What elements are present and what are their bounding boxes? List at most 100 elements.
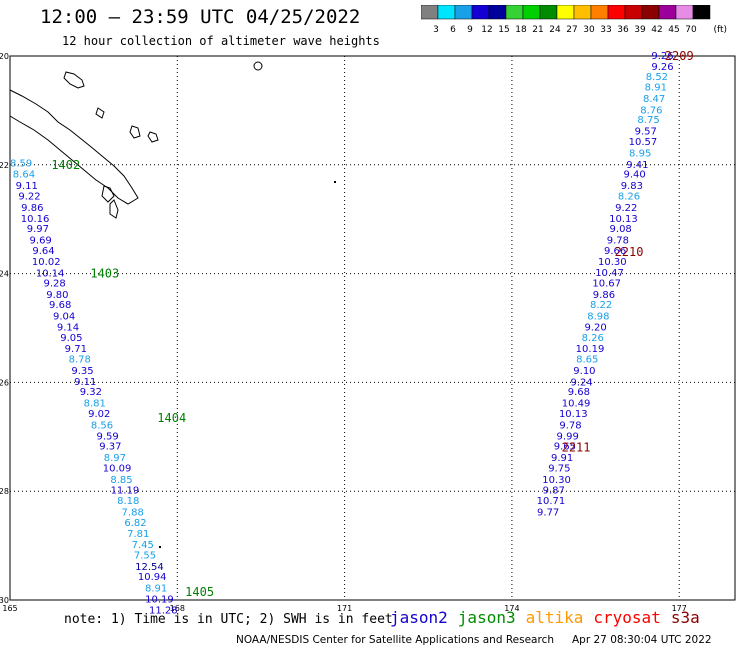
wave-height-value: 9.71 bbox=[65, 344, 87, 355]
latitude-label: -24 bbox=[0, 270, 9, 279]
footer-note: note: 1) Time is in UTC; 2) SWH is in fe… bbox=[64, 612, 393, 627]
wave-height-value: 9.91 bbox=[551, 453, 573, 464]
wave-height-value: 10.19 bbox=[145, 594, 174, 605]
wave-height-value: 10.09 bbox=[103, 463, 132, 474]
wave-height-value: 9.10 bbox=[573, 366, 595, 377]
satellite-legend: jason2 jason3 altika cryosat s3a bbox=[390, 608, 710, 627]
pass-time-label: 1405 bbox=[185, 585, 214, 599]
wave-height-value: 9.78 bbox=[607, 235, 629, 246]
wave-height-value: 9.05 bbox=[60, 333, 82, 344]
wave-height-value: 6.82 bbox=[124, 518, 146, 529]
wave-height-value: 9.24 bbox=[571, 377, 593, 388]
scale-tick-label: 45 bbox=[668, 25, 679, 35]
wave-height-value: 10.16 bbox=[21, 214, 50, 225]
wave-height-value: 8.59 bbox=[10, 159, 32, 170]
coastline bbox=[63, 71, 85, 89]
wave-height-value: 8.56 bbox=[91, 420, 113, 431]
scale-tick-label: 24 bbox=[549, 25, 561, 35]
wave-height-value: 10.02 bbox=[32, 257, 61, 268]
wave-height-value: 8.52 bbox=[646, 72, 668, 83]
wave-height-value: 10.19 bbox=[576, 344, 605, 355]
scale-tick-label: 18 bbox=[515, 25, 527, 35]
latitude-label: -26 bbox=[0, 378, 9, 387]
scale-tick-label: 15 bbox=[498, 25, 509, 35]
wave-height-value: 10.71 bbox=[537, 496, 566, 507]
wave-height-value: 9.22 bbox=[18, 191, 40, 202]
wave-height-value: 8.26 bbox=[582, 333, 604, 344]
wave-height-value: 7.88 bbox=[122, 507, 144, 518]
pass-time-label: 1403 bbox=[90, 267, 119, 281]
scale-tick-label: 33 bbox=[600, 25, 611, 35]
wave-height-value: 9.22 bbox=[615, 203, 637, 214]
wave-height-value: 8.64 bbox=[13, 170, 35, 181]
longitude-label: 165 bbox=[2, 604, 17, 613]
wave-height-value: 9.11 bbox=[16, 181, 38, 192]
wave-height-value: 7.55 bbox=[134, 550, 156, 561]
satellite-name-jason2: jason2 bbox=[390, 608, 448, 627]
wave-height-value: 9.08 bbox=[610, 224, 632, 235]
pass-time-label: 2210 bbox=[615, 245, 644, 259]
wave-height-value: 9.14 bbox=[57, 322, 79, 333]
color-scale-legend: 3 6 9 12 15 18 21 24 27 30 33 36 39 42 45 70 (ft) bbox=[421, 5, 727, 35]
pass-time-label: 1404 bbox=[157, 411, 186, 425]
pass-time-label: 2211 bbox=[562, 441, 591, 455]
satellite-name-s3a: s3a bbox=[670, 608, 700, 627]
scale-tick-label: 42 bbox=[651, 25, 662, 35]
wave-height-value: 9.78 bbox=[559, 420, 581, 431]
wave-height-value: 9.20 bbox=[584, 322, 606, 333]
scale-tick-label: 36 bbox=[617, 25, 629, 35]
islet-marker bbox=[334, 181, 336, 183]
wave-height-value: 10.30 bbox=[542, 475, 571, 486]
wave-height-value: 11.28 bbox=[149, 605, 178, 616]
coastline bbox=[129, 125, 141, 139]
latitude-label: -28 bbox=[0, 487, 9, 496]
wave-height-value: 7.45 bbox=[132, 540, 154, 551]
longitude-label: 174 bbox=[504, 604, 519, 613]
wave-height-value: 8.26 bbox=[618, 191, 640, 202]
scale-swatch bbox=[692, 5, 711, 20]
wave-height-value: 8.18 bbox=[117, 496, 139, 507]
credit-text: NOAA/NESDIS Center for Satellite Applica… bbox=[236, 634, 554, 646]
wave-height-value: 10.30 bbox=[598, 257, 627, 268]
latitude-label: -20 bbox=[0, 52, 9, 61]
scale-tick-label: 12 bbox=[481, 25, 492, 35]
wave-height-value: 10.57 bbox=[629, 137, 658, 148]
pass-time-label: 2209 bbox=[665, 49, 694, 63]
timestamp: Apr 27 08:30:04 UTC 2022 bbox=[572, 634, 712, 646]
wave-height-value: 9.99 bbox=[557, 431, 579, 442]
wave-height-value: 9.59 bbox=[96, 431, 118, 442]
wave-height-value: 9.28 bbox=[43, 278, 65, 289]
satellite-name-cryosat: cryosat bbox=[593, 608, 661, 627]
scale-tick-label: 3 bbox=[433, 25, 439, 35]
wave-height-value: 8.22 bbox=[590, 300, 612, 311]
wave-height-value: 9.02 bbox=[88, 409, 110, 420]
wave-height-value: 9.97 bbox=[27, 224, 49, 235]
wave-height-value: 10.13 bbox=[559, 409, 588, 420]
wave-height-value: 9.86 bbox=[21, 203, 43, 214]
wave-height-value: 8.65 bbox=[576, 355, 598, 366]
wave-height-value: 9.83 bbox=[621, 181, 643, 192]
wave-height-value: 8.75 bbox=[637, 115, 659, 126]
coastline bbox=[253, 61, 263, 71]
coastline bbox=[147, 131, 159, 143]
wave-height-value: 10.47 bbox=[595, 268, 624, 279]
scale-tick-label: 6 bbox=[450, 25, 456, 35]
coastline bbox=[109, 199, 119, 219]
wave-height-value: 9.26 bbox=[651, 62, 673, 73]
wave-height-value: 9.26 bbox=[651, 51, 673, 62]
wave-height-value: 10.67 bbox=[592, 278, 621, 289]
wave-height-value: 8.91 bbox=[645, 83, 667, 94]
wave-height-value: 8.76 bbox=[640, 105, 662, 116]
wave-height-value: 10.49 bbox=[562, 399, 591, 410]
coastline bbox=[95, 107, 105, 119]
wave-height-value: 8.85 bbox=[110, 475, 132, 486]
wave-height-value: 8.97 bbox=[104, 453, 126, 464]
scale-tick-label: 21 bbox=[532, 25, 543, 35]
map-title: 12:00 – 23:59 UTC 04/25/2022 bbox=[40, 6, 361, 28]
coastline bbox=[9, 89, 139, 205]
islet-marker bbox=[159, 546, 161, 548]
wave-height-value: 10.94 bbox=[138, 572, 167, 583]
coastline bbox=[101, 185, 115, 203]
wave-height-value: 9.68 bbox=[568, 387, 590, 398]
